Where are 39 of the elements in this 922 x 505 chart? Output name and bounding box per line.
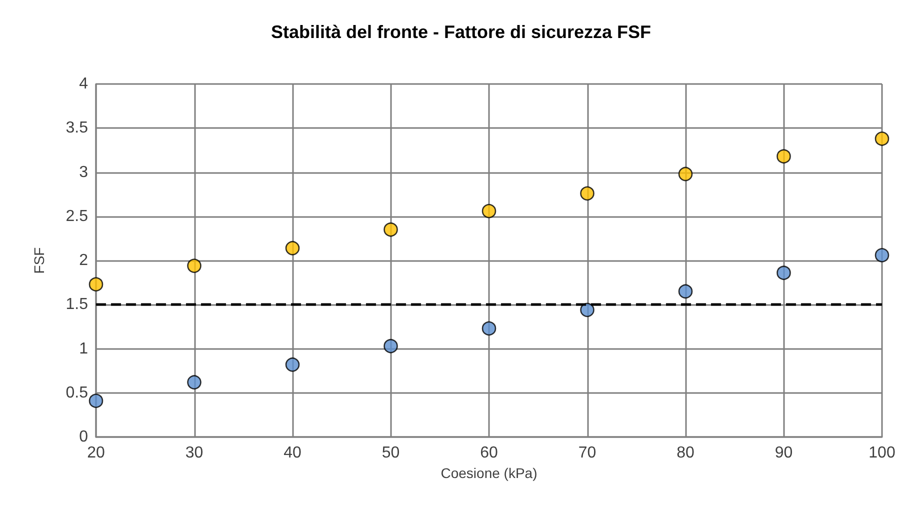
point [384, 338, 398, 354]
point [580, 186, 594, 201]
y-tick-label: 2.5 [66, 208, 88, 225]
point [187, 375, 202, 390]
point [874, 132, 890, 146]
point [874, 248, 890, 262]
point [776, 149, 791, 164]
point [384, 222, 398, 237]
x-tick-label: 30 [185, 444, 204, 462]
point [776, 266, 791, 280]
chart-title: Stabilità del fronte - Fattore di sicurezza FSF [270, 22, 652, 42]
x-tick-label: 80 [676, 444, 694, 462]
x-tick-label: 90 [774, 444, 793, 462]
point [88, 394, 104, 408]
x-tick-label: 70 [578, 444, 596, 462]
point [187, 258, 202, 273]
point [88, 277, 104, 292]
point [285, 357, 300, 372]
y-tick-label: 3 [79, 164, 88, 181]
x-tick-label: 20 [87, 444, 105, 462]
point [482, 321, 496, 336]
point [285, 241, 300, 256]
y-tick-label: 3.5 [66, 120, 88, 137]
x-axis-title: Coesione (kPa) [440, 464, 538, 481]
point [678, 166, 693, 182]
y-tick-label: 1.5 [66, 296, 88, 314]
point [678, 284, 693, 299]
y-tick-label: 4 [79, 76, 88, 92]
x-tick-label: 100 [868, 444, 896, 462]
x-tick-label: 60 [480, 444, 498, 462]
y-tick-label: 0 [79, 428, 88, 446]
x-tick-label: 50 [382, 444, 400, 462]
y-tick-label: 0.5 [66, 384, 88, 402]
point [482, 204, 496, 218]
point [580, 302, 594, 318]
y-tick-label: 1 [79, 340, 88, 358]
y-tick-label: 2 [79, 252, 88, 269]
y-axis-title: FSF [31, 247, 47, 274]
x-tick-label: 40 [284, 444, 302, 462]
